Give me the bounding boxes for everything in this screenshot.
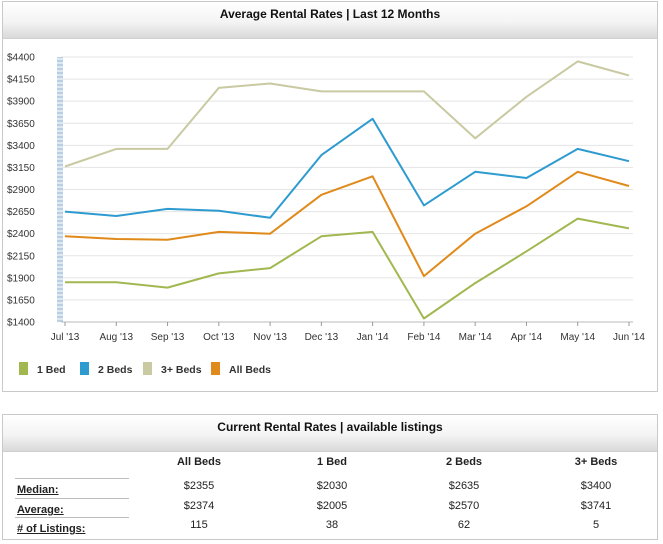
legend-swatch <box>80 362 89 375</box>
column-header-2-beds: 2 Beds <box>445 456 483 468</box>
table-cell: $2374 <box>183 500 215 512</box>
x-tick-label: Dec '13 <box>305 332 339 343</box>
x-tick-label: Jul '13 <box>51 332 80 343</box>
legend-swatch <box>143 362 152 375</box>
y-tick-label: $3650 <box>7 119 35 130</box>
column-header-3-beds: 3+ Beds <box>574 456 618 468</box>
row-label-listings: # of Listings: <box>17 523 86 535</box>
table-panel: Current Rental Rates | available listing… <box>2 414 658 540</box>
legend-label: All Beds <box>229 364 271 376</box>
y-tick-label: $1400 <box>7 318 35 329</box>
series-line-1-bed <box>65 217 630 320</box>
table-cell: $2570 <box>448 500 480 512</box>
x-tick-label: Jun '14 <box>613 332 645 343</box>
y-tick-label: $1650 <box>7 295 35 306</box>
table-cell: 5 <box>592 519 600 531</box>
legend-label: 2 Beds <box>98 364 133 376</box>
column-header-1-bed: 1 Bed <box>317 456 347 468</box>
y-axis-bar <box>57 57 63 322</box>
table-cell: $3400 <box>580 480 612 492</box>
chart-panel: Average Rental Rates | Last 12 Months $4… <box>2 1 658 392</box>
series-line-all-beds <box>64 170 630 278</box>
table-cell: $2355 <box>183 480 215 492</box>
y-tick-label: $3400 <box>7 141 35 152</box>
series-line-3-beds <box>64 60 630 168</box>
table-cell: $2005 <box>316 500 348 512</box>
x-tick-label: Feb '14 <box>407 332 440 343</box>
chart-title: Average Rental Rates | Last 12 Months <box>3 2 657 39</box>
table-title: Current Rental Rates | available listing… <box>3 415 657 452</box>
x-tick-label: May '14 <box>560 332 595 343</box>
y-tick-label: $2900 <box>7 185 35 196</box>
x-tick-label: Sep '13 <box>151 332 185 343</box>
x-tick-label: Mar '14 <box>459 332 492 343</box>
rental-stats-table: All Beds 1 Bed 2 Beds 3+ Beds Median: $2… <box>3 452 657 540</box>
y-tick-label: $1900 <box>7 273 35 284</box>
legend-label: 3+ Beds <box>161 364 202 376</box>
row-divider <box>15 498 129 499</box>
x-tick-label: Apr '14 <box>511 332 543 343</box>
x-tick-label: Oct '13 <box>203 332 235 343</box>
legend-swatch <box>211 362 220 375</box>
y-tick-label: $4150 <box>7 75 35 86</box>
row-divider <box>15 517 129 518</box>
x-tick-label: Aug '13 <box>99 332 133 343</box>
table-cell: $2030 <box>316 480 348 492</box>
row-label-average: Average: <box>17 504 64 516</box>
table-cell: 62 <box>457 519 471 531</box>
y-tick-label: $4400 <box>7 53 35 64</box>
series-line-2-beds <box>64 117 630 219</box>
y-tick-label: $3900 <box>7 97 35 108</box>
y-tick-label: $3150 <box>7 163 35 174</box>
legend-label: 1 Bed <box>37 364 66 376</box>
column-header-all-beds: All Beds <box>176 456 221 468</box>
row-label-median: Median: <box>17 484 59 496</box>
row-divider <box>15 478 129 479</box>
y-tick-label: $2150 <box>7 251 35 262</box>
y-tick-label: $2400 <box>7 229 35 240</box>
line-chart: $4400 $4150 $3900 $3650 $3400 $3150 $2900 $2650… <box>7 53 645 377</box>
y-tick-label: $2650 <box>7 207 35 218</box>
table-cell: 115 <box>190 519 208 531</box>
x-tick-label: Nov '13 <box>253 332 287 343</box>
legend-swatch <box>19 362 28 375</box>
table-cell: $3741 <box>580 500 612 512</box>
x-tick-label: Jan '14 <box>357 332 389 343</box>
table-cell: $2635 <box>448 480 480 492</box>
table-cell: 38 <box>325 519 339 531</box>
